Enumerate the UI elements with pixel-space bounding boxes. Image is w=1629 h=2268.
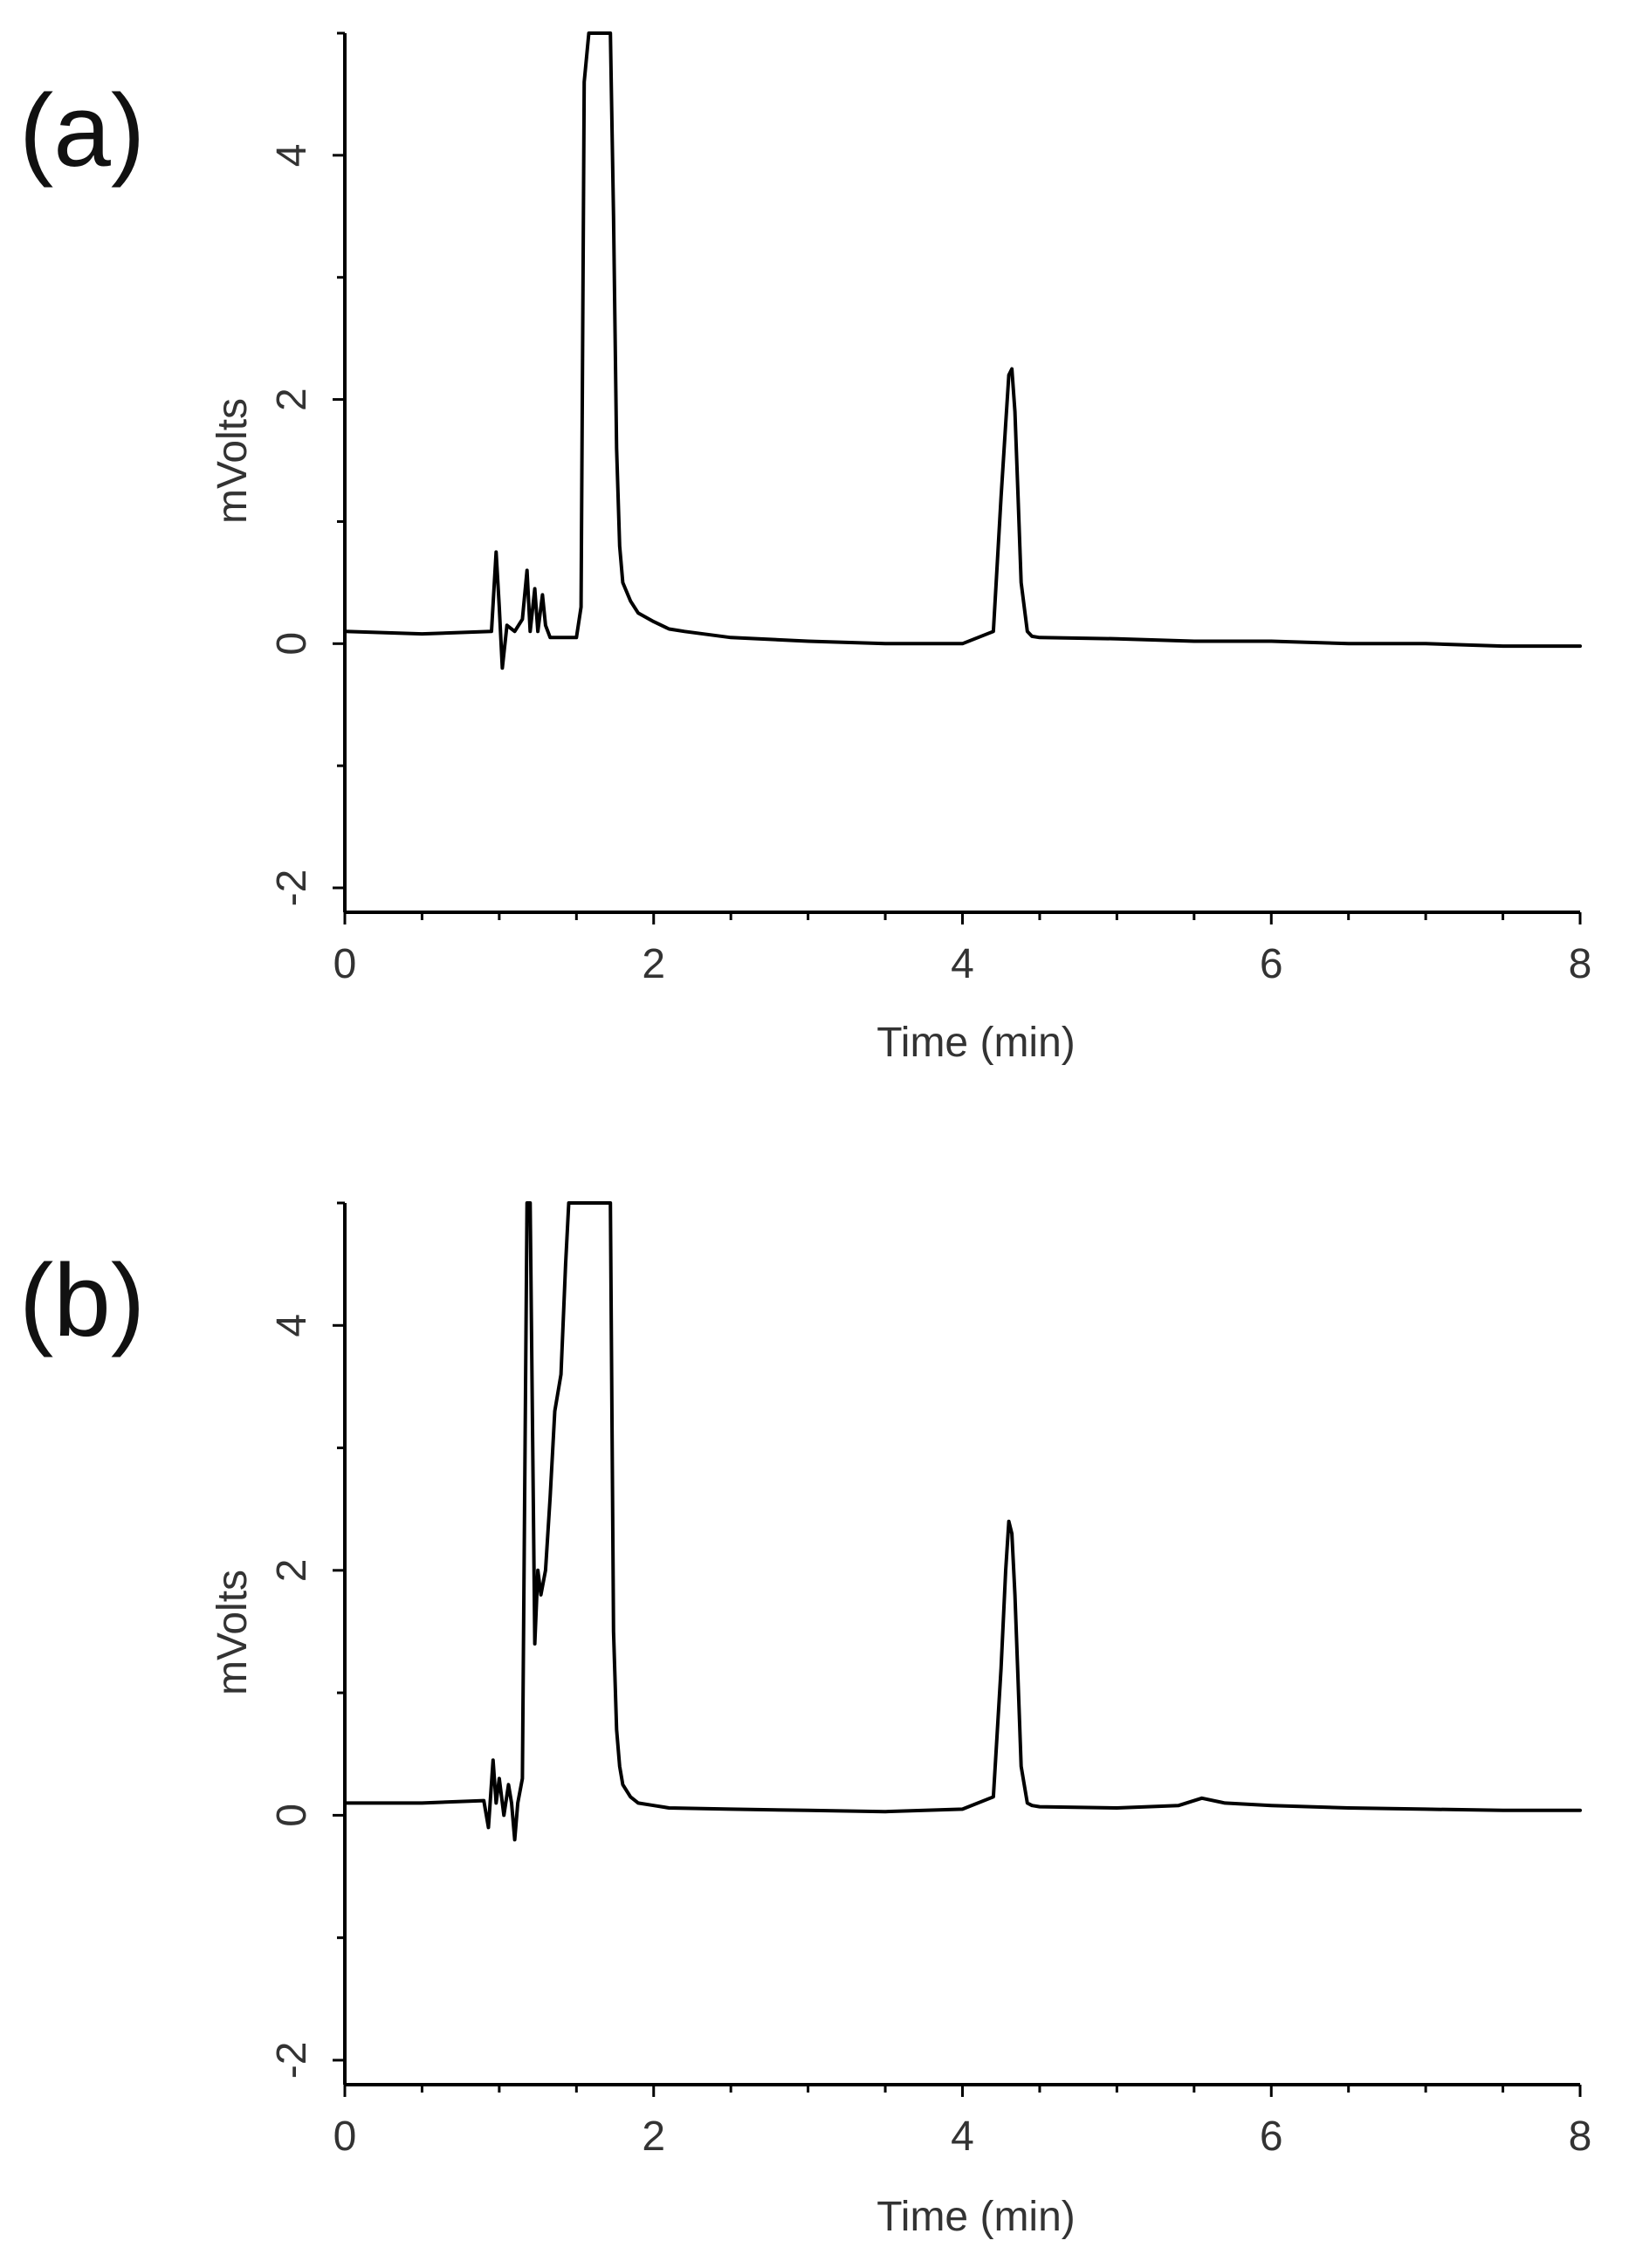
y-tick-label: 0 [269, 1804, 315, 1827]
chart-panel-b: (b) mVolts Time (min) 0 2 4 6 8 -2 0 2 4 [19, 1201, 1592, 2240]
panel-label: (a) [19, 73, 145, 189]
x-tick-label: 4 [951, 941, 974, 987]
x-tick-label: 6 [1260, 941, 1283, 987]
axes [343, 33, 1580, 914]
y-tick-label: 4 [269, 1314, 315, 1337]
y-axis-label: mVolts [210, 398, 256, 524]
series [343, 1201, 1582, 1842]
y-tick-label: 0 [269, 632, 315, 656]
y-tick-label: 2 [269, 1558, 315, 1582]
y-axis-label: mVolts [210, 1570, 256, 1695]
x-tick-label: 8 [1569, 941, 1592, 987]
x-tick-label: 8 [1569, 2113, 1592, 2160]
ticks: 0 2 4 6 8 -2 0 2 4 [269, 1201, 1592, 2160]
x-tick-label: 4 [951, 2113, 974, 2160]
x-tick-label: 6 [1260, 2113, 1283, 2160]
chromatogram-trace [343, 31, 1582, 670]
x-axis-label: Time (min) [876, 1020, 1076, 1066]
x-tick-label: 2 [642, 2113, 665, 2160]
panel-label: (b) [19, 1243, 145, 1358]
x-axis-label: Time (min) [876, 2194, 1076, 2240]
x-tick-label: 2 [642, 941, 665, 987]
y-tick-label: 4 [269, 144, 315, 168]
chart-panel-a: (a) mVolts Time (min) 0 2 4 6 8 -2 0 2 4 [19, 31, 1592, 1066]
y-tick-label: -2 [269, 869, 315, 907]
y-tick-label: -2 [269, 2042, 315, 2079]
x-tick-label: 0 [333, 2113, 357, 2160]
y-tick-label: 2 [269, 388, 315, 411]
x-tick-label: 0 [333, 941, 357, 987]
chromatogram-trace [343, 1201, 1582, 1842]
ticks: 0 2 4 6 8 -2 0 2 4 [269, 31, 1592, 987]
series [343, 31, 1582, 670]
